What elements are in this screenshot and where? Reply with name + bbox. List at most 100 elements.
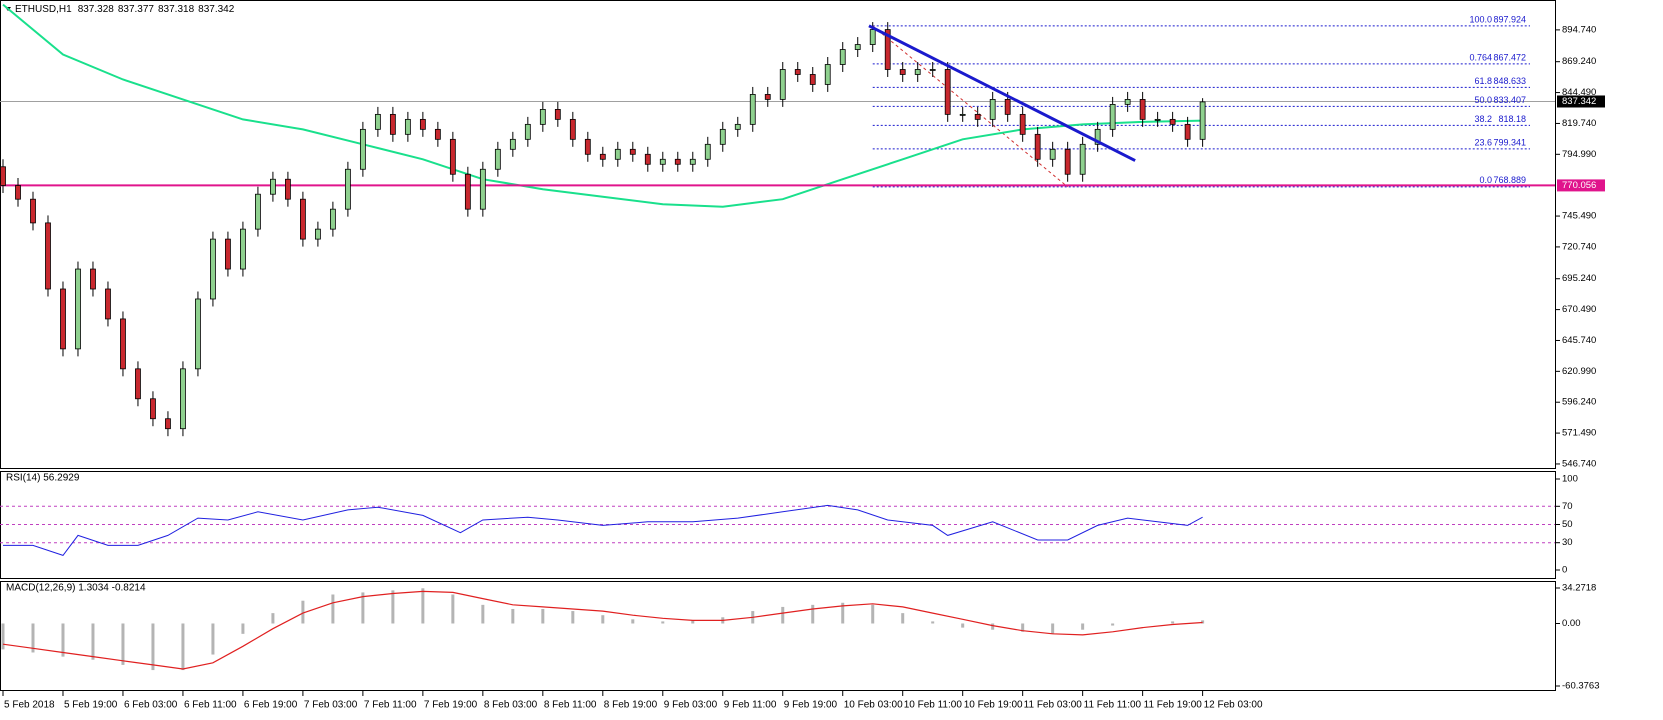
candle-body (1199, 101, 1206, 140)
candle-body (434, 128, 441, 140)
candle-body (944, 69, 951, 115)
macd-bar (601, 615, 605, 624)
macd-bar (1051, 623, 1055, 634)
x-tick-label: 11 Feb 11:00 (1084, 700, 1142, 711)
candle-body (719, 128, 726, 145)
candle-body (779, 69, 786, 100)
candle-body (599, 153, 606, 160)
macd-bar (331, 594, 335, 624)
candle-body (45, 222, 51, 290)
candle-body (494, 148, 501, 170)
macd-bar (391, 590, 395, 624)
candle-body (1124, 99, 1131, 105)
candle-body (15, 185, 21, 200)
macd-signal (2, 590, 1203, 670)
fib-ratio: 23.6 (1474, 137, 1492, 147)
macd-bar (961, 623, 965, 628)
candle-body (689, 158, 696, 165)
candle-body (419, 118, 426, 130)
macd-bar (31, 623, 35, 653)
candle-body (659, 158, 666, 165)
candle-body (180, 368, 186, 430)
macd-bar (121, 623, 125, 665)
macd-bar (1111, 623, 1115, 626)
candle-body (794, 69, 801, 75)
fib-price: 897.924 (1493, 14, 1526, 24)
candle-body (329, 208, 336, 230)
candle-body (674, 158, 681, 165)
candle-body (0, 166, 6, 186)
x-tick-label: 9 Feb 03:00 (664, 700, 718, 711)
trendline (868, 24, 1136, 162)
candle-body (1139, 99, 1146, 120)
candle-body (554, 108, 561, 120)
candle-body (255, 193, 261, 230)
y-tick-label: 844.490 (1562, 87, 1596, 98)
rsi-title: RSI(14) 56.2929 (6, 473, 80, 484)
macd-bar (511, 608, 515, 624)
macd-bar (361, 592, 365, 624)
candle-body (584, 138, 591, 155)
candle-body (240, 228, 246, 270)
candle-body (1004, 99, 1011, 115)
candle-body (734, 123, 741, 130)
fib-price: 833.407 (1493, 95, 1526, 105)
last-price-label: 837.342 (1562, 96, 1596, 107)
candle-body (225, 238, 231, 270)
last-price-box (1557, 95, 1605, 108)
x-tick-label: 8 Feb 19:00 (604, 700, 658, 711)
macd-bar (991, 623, 995, 630)
fib-diagonal (872, 25, 1068, 188)
fib-ratio: 0.0 (1479, 175, 1492, 185)
candle-body (704, 143, 711, 160)
candle-body (644, 153, 651, 165)
candle-body (105, 288, 111, 320)
macd-bar (211, 623, 215, 655)
candle-body (959, 113, 966, 116)
candle-body (404, 118, 411, 135)
y-tick-label: 620.990 (1562, 366, 1596, 377)
candle-body (989, 99, 996, 120)
macd-bar (1021, 623, 1025, 632)
x-tick-label: 5 Feb 19:00 (64, 700, 118, 711)
candle-body (914, 69, 921, 75)
y-tick-label: 0 (1562, 565, 1567, 576)
fib-price: 799.341 (1493, 137, 1526, 147)
candle-body (749, 94, 756, 125)
macd-bar (61, 623, 65, 657)
candle-body (869, 29, 876, 45)
candle-body (270, 178, 276, 195)
x-tick-label: 7 Feb 11:00 (364, 700, 417, 711)
fib-price: 848.633 (1493, 76, 1526, 86)
y-tick-label: 546.740 (1562, 458, 1596, 469)
y-tick-label: 70 (1562, 501, 1573, 512)
macd-bar (481, 604, 485, 624)
candle-body (614, 148, 621, 160)
candle-body (1094, 128, 1101, 145)
candle-body (464, 173, 471, 210)
candle-body (359, 128, 366, 170)
macd-bar (811, 604, 815, 624)
macd-bar (181, 623, 185, 671)
x-tick-label: 8 Feb 03:00 (484, 700, 538, 711)
ohlc-value: 837.328 (78, 4, 115, 15)
fib-ratio: 0.764 (1469, 52, 1492, 62)
candle-body (824, 64, 831, 85)
x-tick-label: 11 Feb 03:00 (1024, 700, 1083, 711)
candle-body (929, 69, 936, 71)
macd-bar (91, 623, 95, 660)
macd-bar (421, 588, 425, 624)
fib-ratio: 50.0 (1474, 95, 1492, 105)
candle-body (479, 168, 486, 210)
candle-body (899, 69, 906, 75)
candle-body (539, 108, 546, 125)
fib-price: 867.472 (1493, 52, 1526, 62)
fib-ratio: 100.0 (1469, 14, 1492, 24)
candle-body (509, 138, 516, 150)
candle-body (150, 398, 156, 420)
candle-body (1064, 148, 1071, 175)
macd-bar (451, 594, 455, 624)
x-tick-label: 7 Feb 19:00 (424, 700, 478, 711)
x-tick-label: 5 Feb 2018 (4, 700, 55, 711)
candle-body (389, 113, 396, 135)
